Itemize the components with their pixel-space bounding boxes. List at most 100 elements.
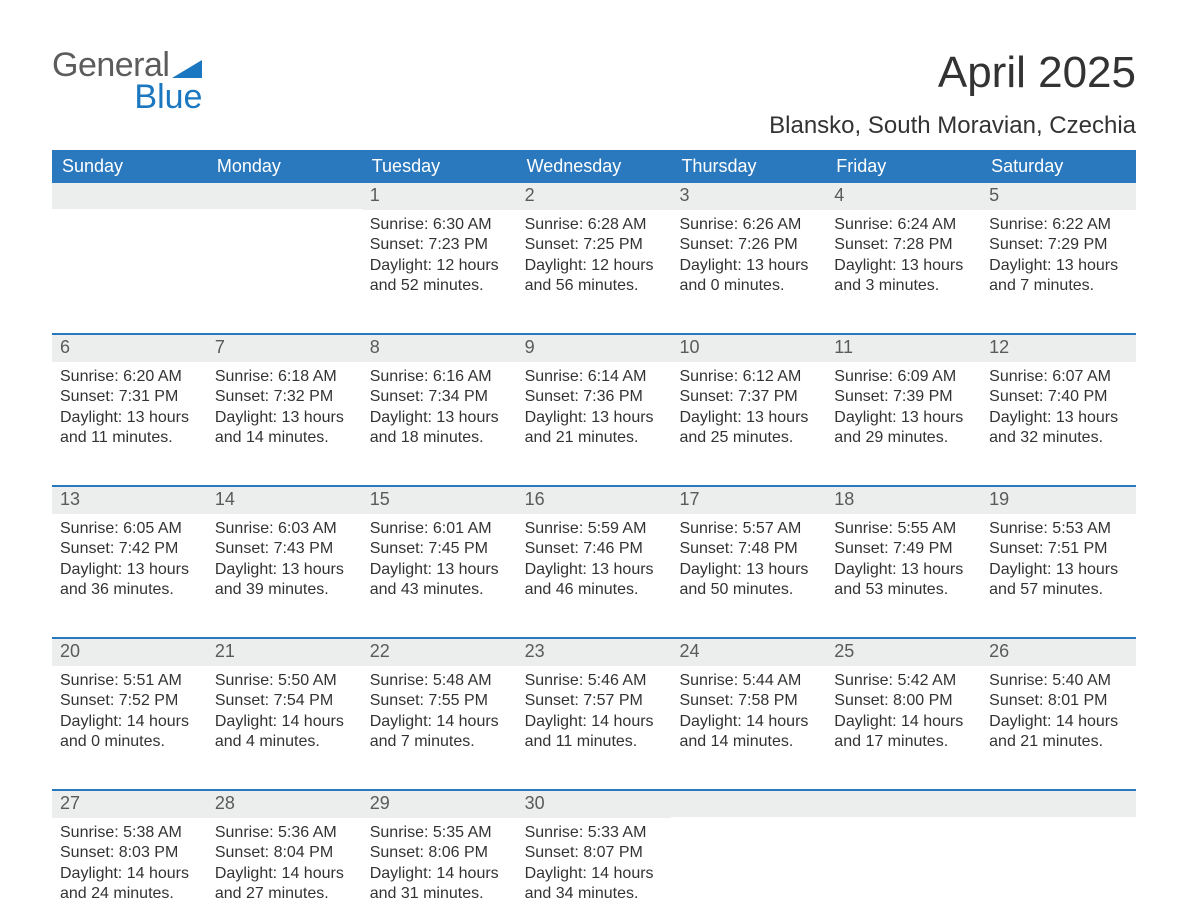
daylight-line-1: Daylight: 14 hours [60,864,199,884]
sunset-line: Sunset: 7:40 PM [989,387,1128,407]
day-number [52,183,207,209]
day-details: Sunrise: 6:03 AMSunset: 7:43 PMDaylight:… [207,514,362,601]
sunset-line: Sunset: 7:36 PM [525,387,664,407]
day-number: 16 [517,487,672,514]
calendar-day-cell: 22Sunrise: 5:48 AMSunset: 7:55 PMDayligh… [362,639,517,767]
sunset-line: Sunset: 7:55 PM [370,691,509,711]
sunset-line: Sunset: 7:43 PM [215,539,354,559]
dow-wednesday: Wednesday [517,150,672,183]
sunset-line: Sunset: 8:07 PM [525,843,664,863]
calendar-day-cell: 10Sunrise: 6:12 AMSunset: 7:37 PMDayligh… [671,335,826,463]
day-details: Sunrise: 5:44 AMSunset: 7:58 PMDaylight:… [671,666,826,753]
daylight-line-1: Daylight: 14 hours [525,864,664,884]
day-details: Sunrise: 5:57 AMSunset: 7:48 PMDaylight:… [671,514,826,601]
day-number: 18 [826,487,981,514]
sunrise-line: Sunrise: 6:16 AM [370,367,509,387]
sunset-line: Sunset: 7:26 PM [679,235,818,255]
day-details: Sunrise: 6:05 AMSunset: 7:42 PMDaylight:… [52,514,207,601]
logo: General Blue [52,48,202,117]
day-details: Sunrise: 6:14 AMSunset: 7:36 PMDaylight:… [517,362,672,449]
sunset-line: Sunset: 8:04 PM [215,843,354,863]
daylight-line-2: and 31 minutes. [370,884,509,904]
sunrise-line: Sunrise: 6:05 AM [60,519,199,539]
daylight-line-1: Daylight: 13 hours [834,408,973,428]
day-details: Sunrise: 6:07 AMSunset: 7:40 PMDaylight:… [981,362,1136,449]
calendar-day-cell: 27Sunrise: 5:38 AMSunset: 8:03 PMDayligh… [52,791,207,919]
page-header: General Blue April 2025 Blansko, South M… [52,48,1136,140]
daylight-line-1: Daylight: 14 hours [989,712,1128,732]
sunrise-line: Sunrise: 6:12 AM [679,367,818,387]
calendar-day-cell: 15Sunrise: 6:01 AMSunset: 7:45 PMDayligh… [362,487,517,615]
dow-saturday: Saturday [981,150,1136,183]
day-number [981,791,1136,817]
day-details: Sunrise: 5:40 AMSunset: 8:01 PMDaylight:… [981,666,1136,753]
calendar-day-cell: 29Sunrise: 5:35 AMSunset: 8:06 PMDayligh… [362,791,517,919]
logo-text-general: General [52,48,169,82]
day-number: 4 [826,183,981,210]
daylight-line-2: and 3 minutes. [834,276,973,296]
daylight-line-1: Daylight: 12 hours [370,256,509,276]
daylight-line-1: Daylight: 13 hours [679,560,818,580]
daylight-line-1: Daylight: 14 hours [525,712,664,732]
sunrise-line: Sunrise: 6:14 AM [525,367,664,387]
calendar-week-row: 13Sunrise: 6:05 AMSunset: 7:42 PMDayligh… [52,485,1136,615]
sunrise-line: Sunrise: 5:51 AM [60,671,199,691]
daylight-line-2: and 4 minutes. [215,732,354,752]
sunset-line: Sunset: 7:45 PM [370,539,509,559]
day-number: 19 [981,487,1136,514]
sunset-line: Sunset: 7:34 PM [370,387,509,407]
day-details: Sunrise: 6:28 AMSunset: 7:25 PMDaylight:… [517,210,672,297]
sunrise-line: Sunrise: 6:26 AM [679,215,818,235]
dow-sunday: Sunday [52,150,207,183]
daylight-line-2: and 11 minutes. [60,428,199,448]
sunset-line: Sunset: 7:31 PM [60,387,199,407]
sunset-line: Sunset: 7:29 PM [989,235,1128,255]
sunset-line: Sunset: 7:25 PM [525,235,664,255]
calendar-day-cell: 30Sunrise: 5:33 AMSunset: 8:07 PMDayligh… [517,791,672,919]
day-number [826,791,981,817]
sunrise-line: Sunrise: 5:55 AM [834,519,973,539]
sunrise-line: Sunrise: 5:57 AM [679,519,818,539]
daylight-line-1: Daylight: 13 hours [834,560,973,580]
day-details: Sunrise: 6:16 AMSunset: 7:34 PMDaylight:… [362,362,517,449]
day-number: 28 [207,791,362,818]
daylight-line-2: and 11 minutes. [525,732,664,752]
day-number: 5 [981,183,1136,210]
sunset-line: Sunset: 8:03 PM [60,843,199,863]
calendar-day-cell: 25Sunrise: 5:42 AMSunset: 8:00 PMDayligh… [826,639,981,767]
day-details: Sunrise: 6:24 AMSunset: 7:28 PMDaylight:… [826,210,981,297]
daylight-line-1: Daylight: 13 hours [679,408,818,428]
daylight-line-1: Daylight: 13 hours [370,408,509,428]
dow-thursday: Thursday [671,150,826,183]
calendar-day-cell: 6Sunrise: 6:20 AMSunset: 7:31 PMDaylight… [52,335,207,463]
calendar-day-cell: 12Sunrise: 6:07 AMSunset: 7:40 PMDayligh… [981,335,1136,463]
daylight-line-1: Daylight: 13 hours [215,560,354,580]
sunrise-line: Sunrise: 5:35 AM [370,823,509,843]
day-number: 24 [671,639,826,666]
calendar-week-row: 20Sunrise: 5:51 AMSunset: 7:52 PMDayligh… [52,637,1136,767]
day-details: Sunrise: 5:36 AMSunset: 8:04 PMDaylight:… [207,818,362,905]
daylight-line-2: and 14 minutes. [215,428,354,448]
calendar-day-cell: 23Sunrise: 5:46 AMSunset: 7:57 PMDayligh… [517,639,672,767]
day-number: 1 [362,183,517,210]
day-details: Sunrise: 5:46 AMSunset: 7:57 PMDaylight:… [517,666,672,753]
day-number: 27 [52,791,207,818]
sunrise-line: Sunrise: 5:44 AM [679,671,818,691]
day-number: 29 [362,791,517,818]
sunset-line: Sunset: 7:23 PM [370,235,509,255]
day-number: 22 [362,639,517,666]
day-number: 9 [517,335,672,362]
day-number: 17 [671,487,826,514]
sunset-line: Sunset: 7:57 PM [525,691,664,711]
day-details: Sunrise: 5:55 AMSunset: 7:49 PMDaylight:… [826,514,981,601]
sunrise-line: Sunrise: 5:50 AM [215,671,354,691]
calendar-week-row: 6Sunrise: 6:20 AMSunset: 7:31 PMDaylight… [52,333,1136,463]
calendar-week-row: 1Sunrise: 6:30 AMSunset: 7:23 PMDaylight… [52,183,1136,311]
calendar-day-cell: 4Sunrise: 6:24 AMSunset: 7:28 PMDaylight… [826,183,981,311]
day-number: 23 [517,639,672,666]
daylight-line-2: and 0 minutes. [679,276,818,296]
daylight-line-1: Daylight: 13 hours [60,560,199,580]
day-details: Sunrise: 5:53 AMSunset: 7:51 PMDaylight:… [981,514,1136,601]
day-details: Sunrise: 5:50 AMSunset: 7:54 PMDaylight:… [207,666,362,753]
daylight-line-2: and 53 minutes. [834,580,973,600]
